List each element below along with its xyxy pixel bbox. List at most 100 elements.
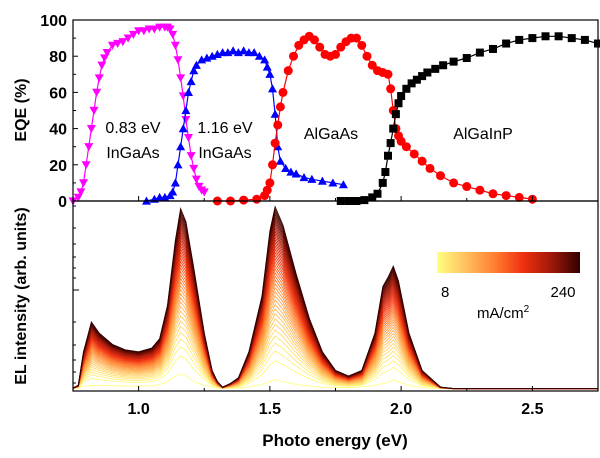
el-curve (72, 315, 598, 390)
eqe-point (462, 182, 472, 192)
eqe-point (514, 192, 524, 202)
y-axis-label-eqe: EQE (%) (13, 78, 30, 141)
y-tick-label: 60 (49, 85, 67, 102)
eqe-point (186, 152, 196, 161)
annotation-0-line-0: 0.83 eV (105, 120, 160, 137)
eqe-series-0 (68, 23, 209, 206)
eqe-point (317, 176, 327, 185)
eqe-point (402, 84, 411, 93)
el-curve (72, 331, 598, 390)
el-curve (72, 325, 598, 390)
eqe-point (173, 160, 183, 169)
eqe-point (191, 60, 201, 69)
eqe-point (265, 178, 275, 188)
eqe-point (191, 175, 201, 184)
eqe-point (580, 35, 589, 44)
eqe-point (278, 87, 288, 97)
eqe-point (594, 39, 600, 48)
el-curve (72, 338, 598, 390)
eqe-point (176, 142, 186, 151)
eqe-point (84, 143, 94, 152)
annotation-1-line-1: InGaAs (198, 145, 251, 162)
eqe-point (239, 46, 249, 55)
eqe-point (373, 189, 382, 198)
eqe-point (409, 149, 419, 159)
eqe-point (176, 74, 186, 83)
y-tick-label: 100 (40, 13, 67, 30)
eqe-point (381, 168, 390, 177)
colorbar (437, 252, 580, 273)
el-curve (72, 346, 598, 390)
eqe-point (270, 138, 280, 148)
eqe-point (173, 56, 183, 65)
eqe-point (383, 69, 393, 79)
eqe-point (92, 88, 102, 97)
eqe-point (113, 39, 123, 49)
eqe-point (168, 187, 178, 196)
el-curve (72, 355, 598, 390)
eqe-series-1 (142, 46, 348, 205)
annotation-0-line-1: InGaAs (106, 145, 159, 162)
eqe-point (418, 72, 427, 81)
eqe-point (360, 196, 369, 205)
eqe-point (501, 191, 511, 201)
el-curve (72, 373, 598, 390)
eqe-point (199, 188, 209, 197)
eqe-point (178, 124, 188, 133)
eqe-point (168, 30, 178, 39)
eqe-point (338, 180, 348, 189)
eqe-point (186, 77, 196, 86)
eqe-point (412, 75, 421, 84)
eqe-point (273, 120, 283, 130)
eqe-point (352, 33, 361, 43)
eqe-point (567, 34, 576, 43)
eqe-point (76, 188, 86, 197)
eqe-point (431, 64, 440, 73)
colorbar-unit: mA/cm2 (477, 304, 530, 322)
y-tick-label: 20 (49, 158, 67, 175)
eqe-point (307, 174, 317, 183)
eqe-point (81, 161, 91, 170)
eqe-point (270, 109, 280, 118)
eqe-point (181, 106, 191, 115)
eqe-point (462, 54, 471, 63)
y-tick-label: 80 (49, 49, 67, 66)
eqe-point (362, 51, 372, 61)
eqe-point (73, 193, 83, 202)
y-tick-label: 0 (58, 194, 67, 211)
eqe-point (331, 49, 340, 59)
eqe-point (79, 179, 88, 188)
eqe-point (423, 68, 432, 77)
eqe-point (268, 160, 277, 170)
colorbar-min-label: 8 (441, 284, 449, 301)
eqe-point (118, 38, 128, 47)
eqe-point (554, 32, 563, 41)
eqe-point (170, 41, 180, 50)
eqe-point (281, 163, 291, 173)
eqe-point (260, 55, 270, 64)
eqe-point (528, 34, 537, 43)
eqe-point (315, 42, 325, 52)
eqe-point (139, 27, 149, 36)
eqe-point (97, 61, 107, 70)
x-tick-label: 1.0 (128, 401, 150, 418)
annotation-2-line-0: AlGaAs (304, 126, 358, 143)
eqe-point (291, 169, 301, 178)
eqe-point (449, 178, 459, 188)
x-tick-label: 1.5 (259, 401, 281, 418)
eqe-point (102, 48, 112, 58)
eqe-point (249, 48, 259, 57)
annotation-3-line-0: AlGaInP (453, 126, 513, 143)
eqe-point (436, 171, 445, 181)
axes: 0 20 40 60 80 100 1.0 1.5 2.0 2.5 (40, 13, 599, 418)
eqe-point (189, 66, 199, 75)
eqe-point (489, 44, 497, 53)
eqe-point (397, 92, 406, 101)
eqe-point (123, 34, 133, 43)
eqe-point (310, 35, 319, 45)
eqe-point (149, 25, 159, 34)
eqe-point (128, 30, 138, 39)
y-axis-label-el: EL intensity (arb. units) (13, 207, 30, 385)
eqe-point (378, 178, 387, 187)
